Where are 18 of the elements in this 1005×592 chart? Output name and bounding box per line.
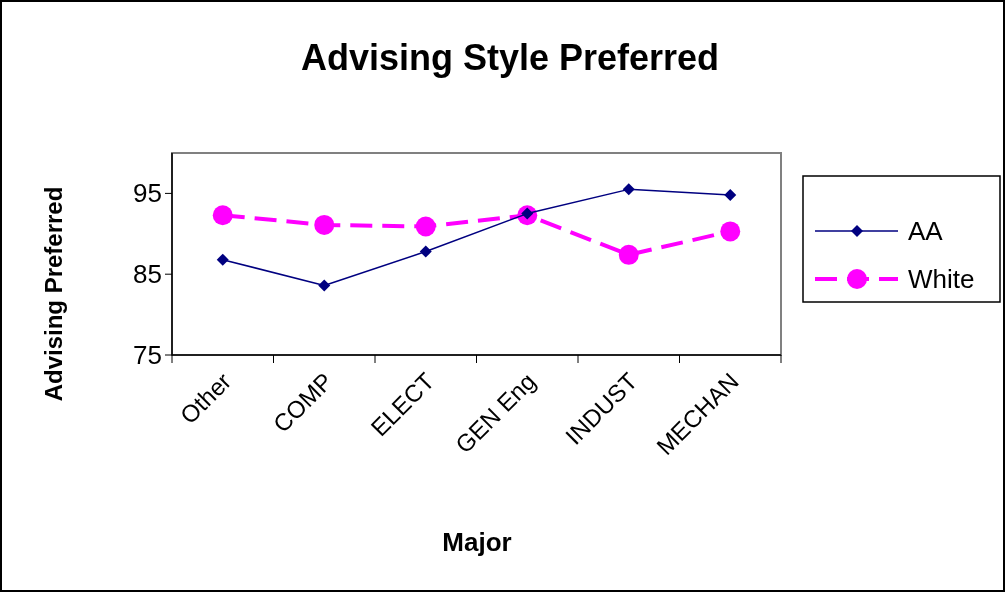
point [318,279,331,292]
legend-label: White [908,264,975,294]
point [419,245,432,258]
point [216,253,229,266]
chart-title: Advising Style Preferred [300,37,720,78]
point [212,205,233,226]
y-tick-label: 95 [133,178,162,209]
x-axis-title: Major [442,527,512,557]
legend-label: AA [908,216,944,246]
point [622,183,635,196]
y-tick-label: 85 [133,259,162,290]
point [720,221,741,242]
point [618,244,639,265]
point [724,189,737,202]
y-tick-label: 75 [133,340,162,370]
y-axis-title: Advising Preferred [40,186,67,402]
point [415,216,436,237]
point [314,214,335,235]
